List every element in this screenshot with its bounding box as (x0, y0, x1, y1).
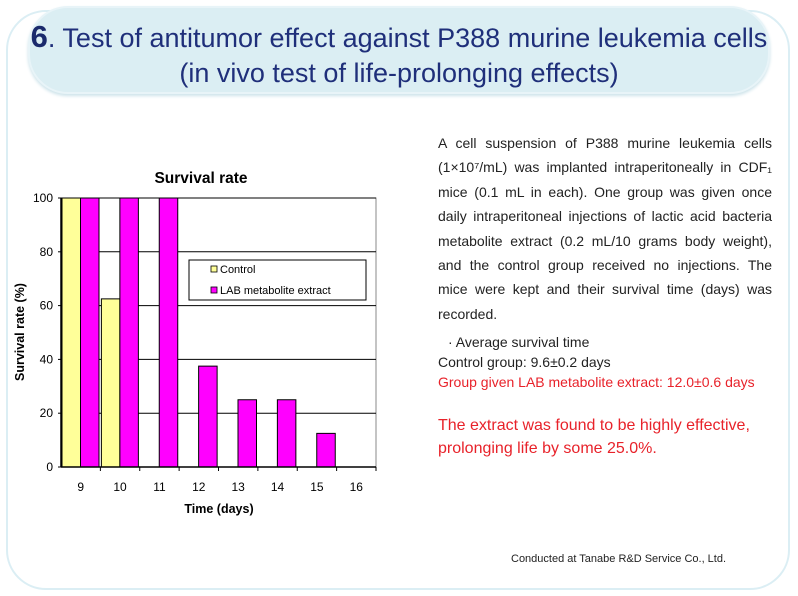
x-axis-label: Time (days) (184, 502, 253, 516)
bar-lab-day-14 (276, 399, 297, 468)
chart-title: Survival rate (154, 170, 247, 187)
slide-title: 6. Test of antitumor effect against P388… (28, 6, 770, 94)
legend-swatch-control (210, 265, 218, 273)
x-tick-label: 12 (192, 480, 206, 494)
average-control: Control group: 9.6±0.2 days (438, 354, 611, 371)
survival-chart: Survival rate 0 20 40 60 80 100 9 10 11 12 13 14 15 1… (13, 170, 377, 516)
average-heading: · Average survival time (448, 334, 590, 351)
title-number: 6 (30, 19, 48, 54)
y-tick-label: 60 (40, 299, 54, 313)
x-tick-label: 15 (310, 480, 324, 494)
y-tick-label: 0 (46, 460, 53, 474)
y-axis-label: Survival rate (%) (13, 283, 27, 381)
title-text: . Test of antitumor effect against P388 … (47, 23, 768, 88)
x-tick-label: 14 (271, 480, 285, 494)
legend-swatch-lab (210, 286, 218, 294)
bar-lab-day-12 (198, 365, 218, 468)
conclusion: The extract was found to be highly effec… (438, 417, 750, 458)
credit: Conducted at Tanabe R&D Service Co., Ltd… (511, 553, 727, 565)
x-tick-label: 9 (77, 480, 84, 494)
x-tick-label: 13 (232, 480, 246, 494)
bar-lab-day-9 (80, 197, 100, 468)
right-column: A cell suspension of P388 murine leukemi… (438, 131, 778, 586)
y-tick-label: 80 (40, 245, 54, 259)
legend-label-control: Control (220, 264, 255, 276)
bar-lab-day-13 (237, 399, 257, 468)
legend-label-lab: LAB metabolite extract (220, 285, 331, 297)
y-tick-label: 40 (40, 352, 54, 366)
y-tick-label: 100 (33, 191, 53, 205)
x-tick-label: 10 (113, 480, 127, 494)
bar-control-day-10 (100, 298, 121, 468)
experiment-description: A cell suspension of P388 murine leukemi… (438, 135, 772, 322)
bar-lab-day-11 (158, 197, 179, 468)
average-survival: · Average survival time Control group: 9… (438, 332, 778, 392)
average-lab: Group given LAB metabolite extract: 12.0… (438, 374, 755, 391)
bar-lab-day-10 (119, 197, 139, 468)
bar-lab-day-15 (316, 432, 336, 468)
x-tick-label: 16 (350, 480, 364, 494)
legend: Control LAB metabolite extract (188, 259, 367, 301)
x-tick-label: 11 (153, 480, 166, 494)
bar-control-day-9 (61, 197, 81, 468)
y-tick-label: 20 (40, 406, 54, 420)
